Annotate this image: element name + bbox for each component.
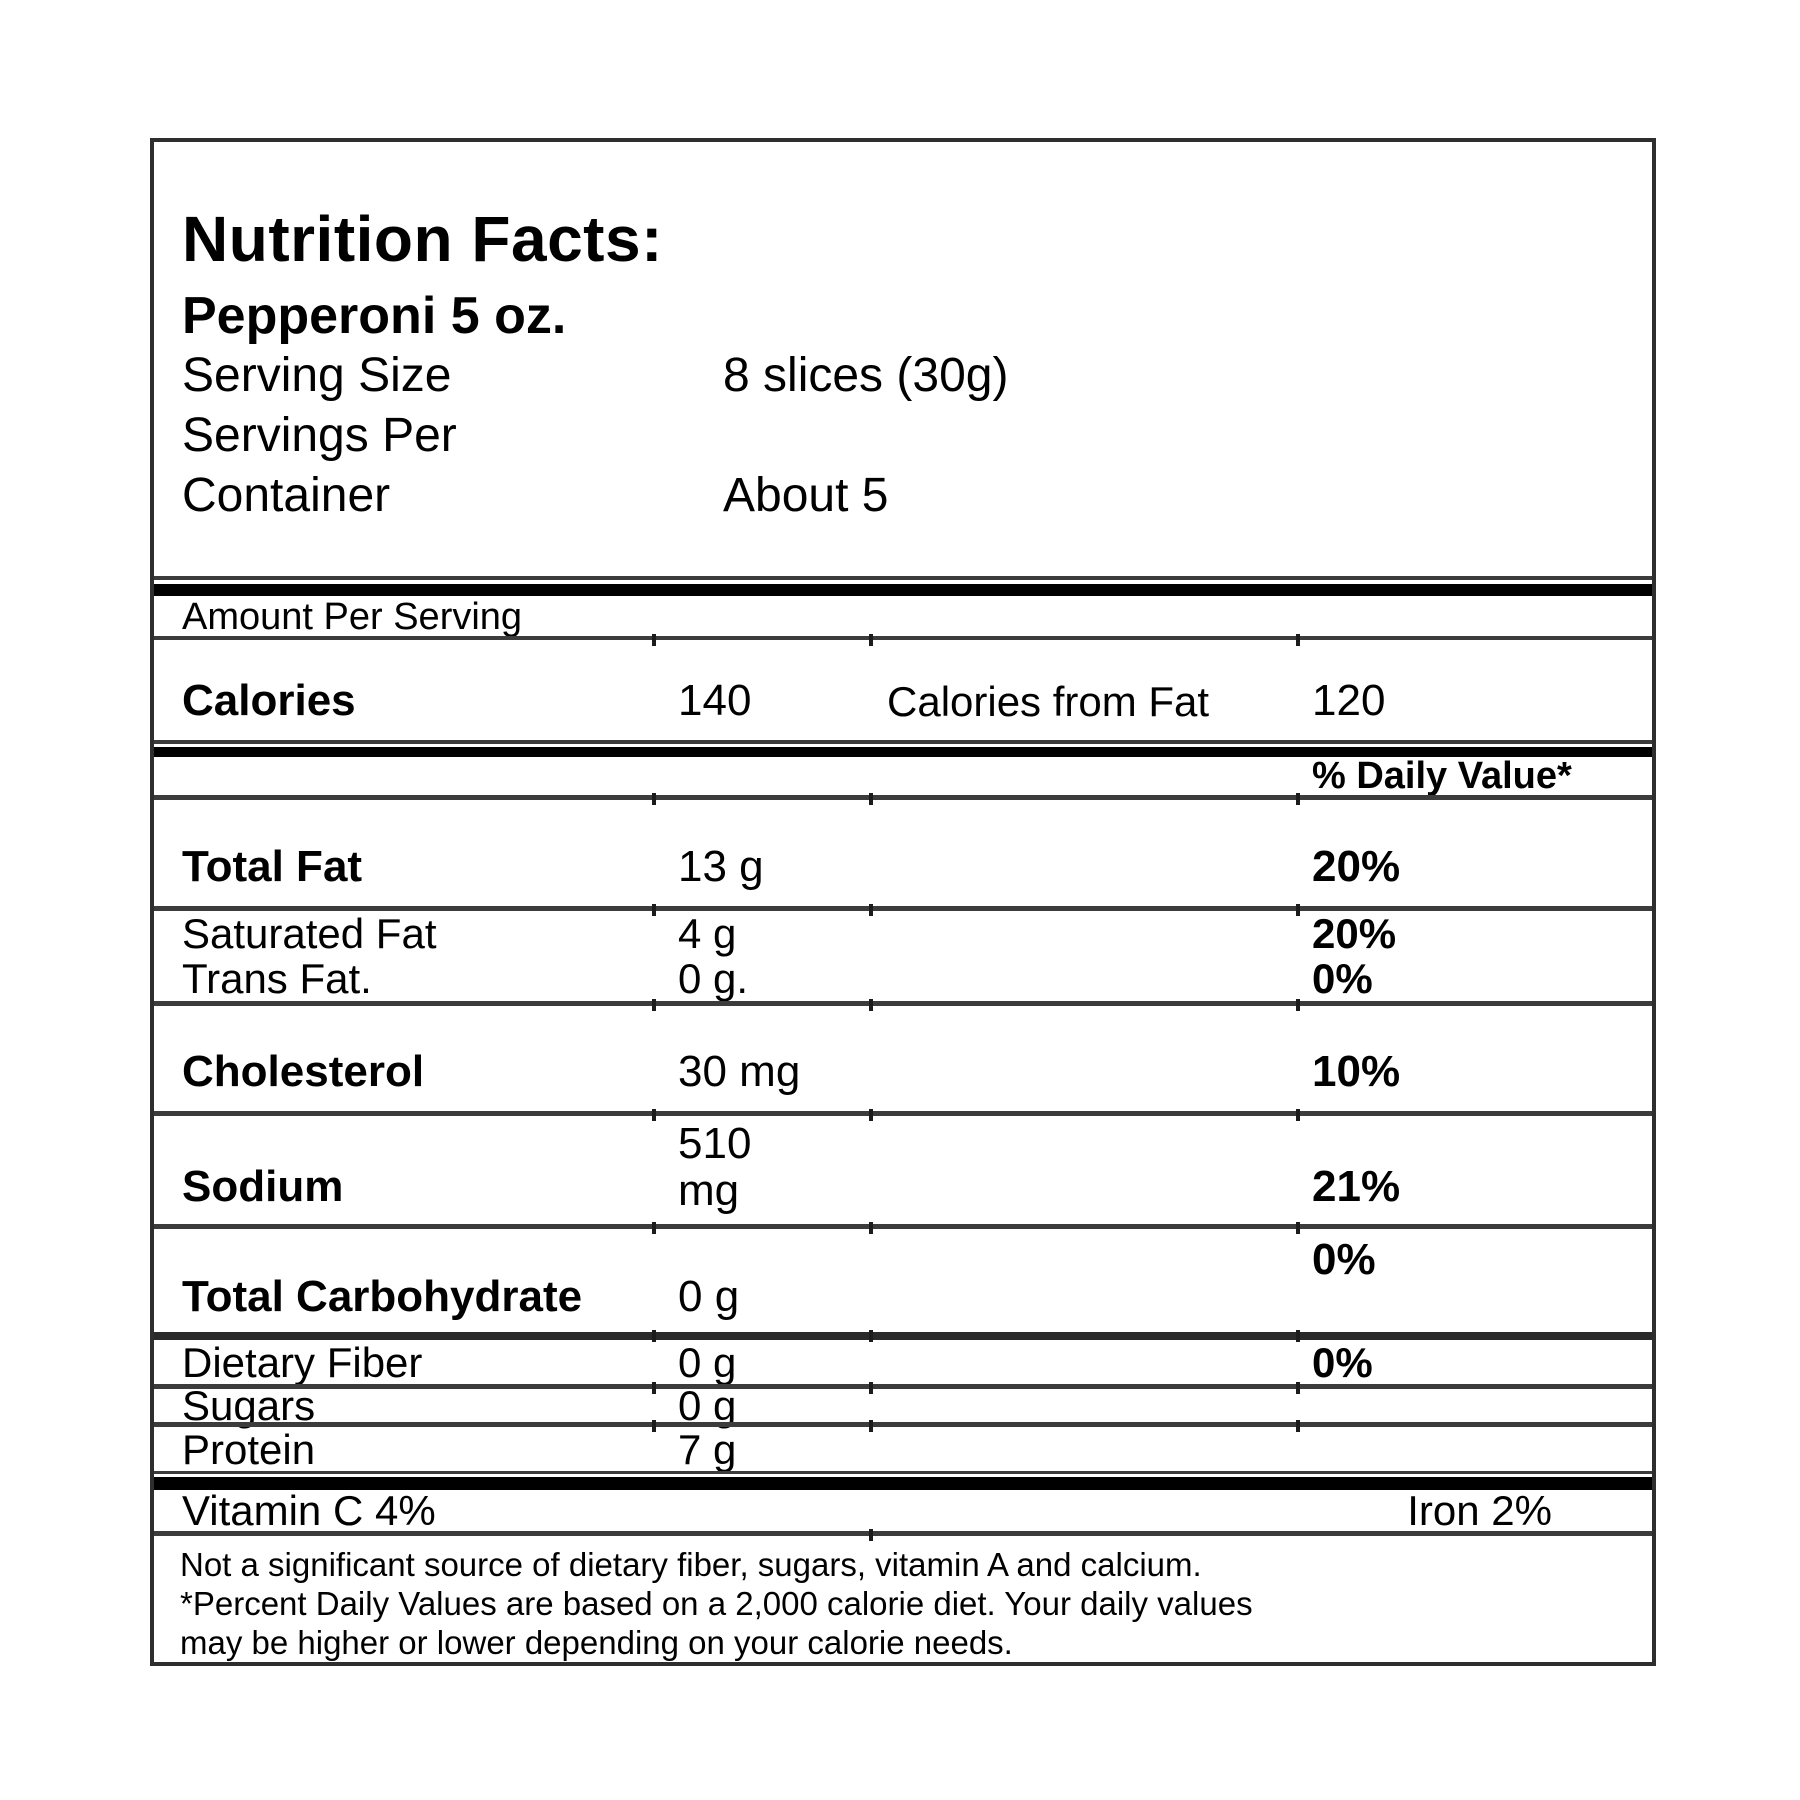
sodium-row: Sodium 510 mg 21% <box>154 1116 1652 1224</box>
saturated-fat-daily-value: 20% <box>1312 910 1397 957</box>
serving-size-value: 8 slices (30g) <box>723 349 1009 402</box>
saturated-fat-amount: 4 g <box>678 910 737 957</box>
container-row: Container About 5 <box>154 466 1652 526</box>
divider <box>154 1382 1652 1394</box>
amount-per-serving: Amount Per Serving <box>182 596 523 638</box>
divider <box>154 1109 1652 1121</box>
saturated-fat-row: Saturated Fat 4 g 20% <box>154 911 1652 956</box>
dietary-fiber-daily-value: 0% <box>1312 1339 1373 1386</box>
total-carbohydrate-amount: 0 g <box>678 1272 740 1321</box>
total-carbohydrate-daily-value: 0% <box>1312 1235 1376 1284</box>
product-name-row: Pepperoni 5 oz. <box>154 286 1652 346</box>
serving-size-row: Serving Size 8 slices (30g) <box>154 346 1652 406</box>
divider <box>154 634 1652 646</box>
calories-row: Calories 140 Calories from Fat 120 <box>154 640 1652 740</box>
sodium-daily-value: 21% <box>1312 1162 1401 1211</box>
divider <box>154 740 1652 744</box>
thick-separator-bar-top <box>154 584 1652 596</box>
serving-info: Pepperoni 5 oz. Serving Size 8 slices (3… <box>154 286 1652 526</box>
divider <box>154 1330 1652 1342</box>
divider <box>154 999 1652 1011</box>
servings-per-row: Servings Per <box>154 406 1652 466</box>
dietary-fiber-label: Dietary Fiber <box>182 1339 423 1386</box>
sugars-label: Sugars <box>182 1382 316 1429</box>
protein-row: Protein 7 g <box>154 1426 1652 1473</box>
daily-value-header: % Daily Value* <box>1312 755 1572 797</box>
calories-label: Calories <box>182 676 356 725</box>
footnote-line-2: *Percent Daily Values are based on a 2,0… <box>180 1585 1253 1622</box>
divider <box>154 904 1652 916</box>
cholesterol-label: Cholesterol <box>182 1047 425 1096</box>
trans-fat-label: Trans Fat. <box>182 955 372 1002</box>
trans-fat-row: Trans Fat. 0 g. 0% <box>154 956 1652 1001</box>
cholesterol-amount: 30 mg <box>678 1047 801 1096</box>
calories-from-fat-label: Calories from Fat <box>887 678 1210 725</box>
container-value: About 5 <box>723 469 889 522</box>
sodium-amount-line2: mg <box>678 1166 740 1215</box>
footnote-line-1: Not a significant source of dietary fibe… <box>180 1546 1202 1583</box>
total-fat-label: Total Fat <box>182 842 363 891</box>
vitamin-c-value: Vitamin C 4% <box>182 1487 436 1534</box>
divider <box>154 1222 1652 1234</box>
sugars-row: Sugars 0 g <box>154 1382 1652 1429</box>
daily-value-header-row: % Daily Value* <box>154 757 1652 795</box>
serving-size-label: Serving Size <box>182 349 452 402</box>
total-fat-row: Total Fat 13 g 20% <box>154 800 1652 906</box>
saturated-fat-label: Saturated Fat <box>182 910 437 957</box>
header-bottom-rule <box>154 576 1652 580</box>
label-title: Nutrition Facts: <box>182 203 663 275</box>
thick-separator-bar-calories <box>154 747 1652 757</box>
footnote: Not a significant source of dietary fibe… <box>154 1536 1652 1662</box>
trans-fat-daily-value: 0% <box>1312 955 1373 1002</box>
total-carbohydrate-row: Total Carbohydrate 0 g 0% <box>154 1229 1652 1332</box>
nutrition-facts-label: Nutrition Facts: Pepperoni 5 oz. Serving… <box>150 138 1656 1666</box>
calories-value: 140 <box>678 676 752 725</box>
footnote-line-3: may be higher or lower depending on your… <box>180 1624 1013 1661</box>
container-label: Container <box>182 469 391 522</box>
thick-separator-bar-bottom <box>154 1477 1652 1490</box>
dietary-fiber-amount: 0 g <box>678 1339 737 1386</box>
label-header: Nutrition Facts: Pepperoni 5 oz. Serving… <box>154 142 1652 576</box>
iron-value: Iron 2% <box>1407 1487 1552 1534</box>
product-name: Pepperoni 5 oz. <box>182 287 567 345</box>
sugars-amount: 0 g <box>678 1382 737 1429</box>
total-fat-daily-value: 20% <box>1312 842 1401 891</box>
calories-from-fat-value: 120 <box>1312 676 1386 725</box>
dietary-fiber-row: Dietary Fiber 0 g 0% <box>154 1339 1652 1386</box>
divider <box>154 1529 1652 1541</box>
micronutrients-row: Vitamin C 4% Iron 2% <box>154 1487 1652 1534</box>
sodium-label: Sodium <box>182 1162 344 1211</box>
divider <box>154 793 1652 805</box>
divider <box>154 1420 1652 1432</box>
protein-label: Protein <box>182 1426 316 1473</box>
total-fat-amount: 13 g <box>678 842 764 891</box>
divider <box>154 1471 1652 1474</box>
sodium-amount-line1: 510 <box>678 1119 752 1168</box>
cholesterol-daily-value: 10% <box>1312 1047 1401 1096</box>
protein-amount: 7 g <box>678 1426 737 1473</box>
sodium-amount: 510 mg <box>652 1116 869 1214</box>
servings-per-label: Servings Per <box>182 409 457 462</box>
cholesterol-row: Cholesterol 30 mg 10% <box>154 1006 1652 1111</box>
trans-fat-amount: 0 g. <box>678 955 749 1002</box>
total-carbohydrate-label: Total Carbohydrate <box>182 1272 583 1321</box>
saturated-trans-fat-rows: Saturated Fat 4 g 20% Trans Fat. 0 g. 0% <box>154 911 1652 1001</box>
